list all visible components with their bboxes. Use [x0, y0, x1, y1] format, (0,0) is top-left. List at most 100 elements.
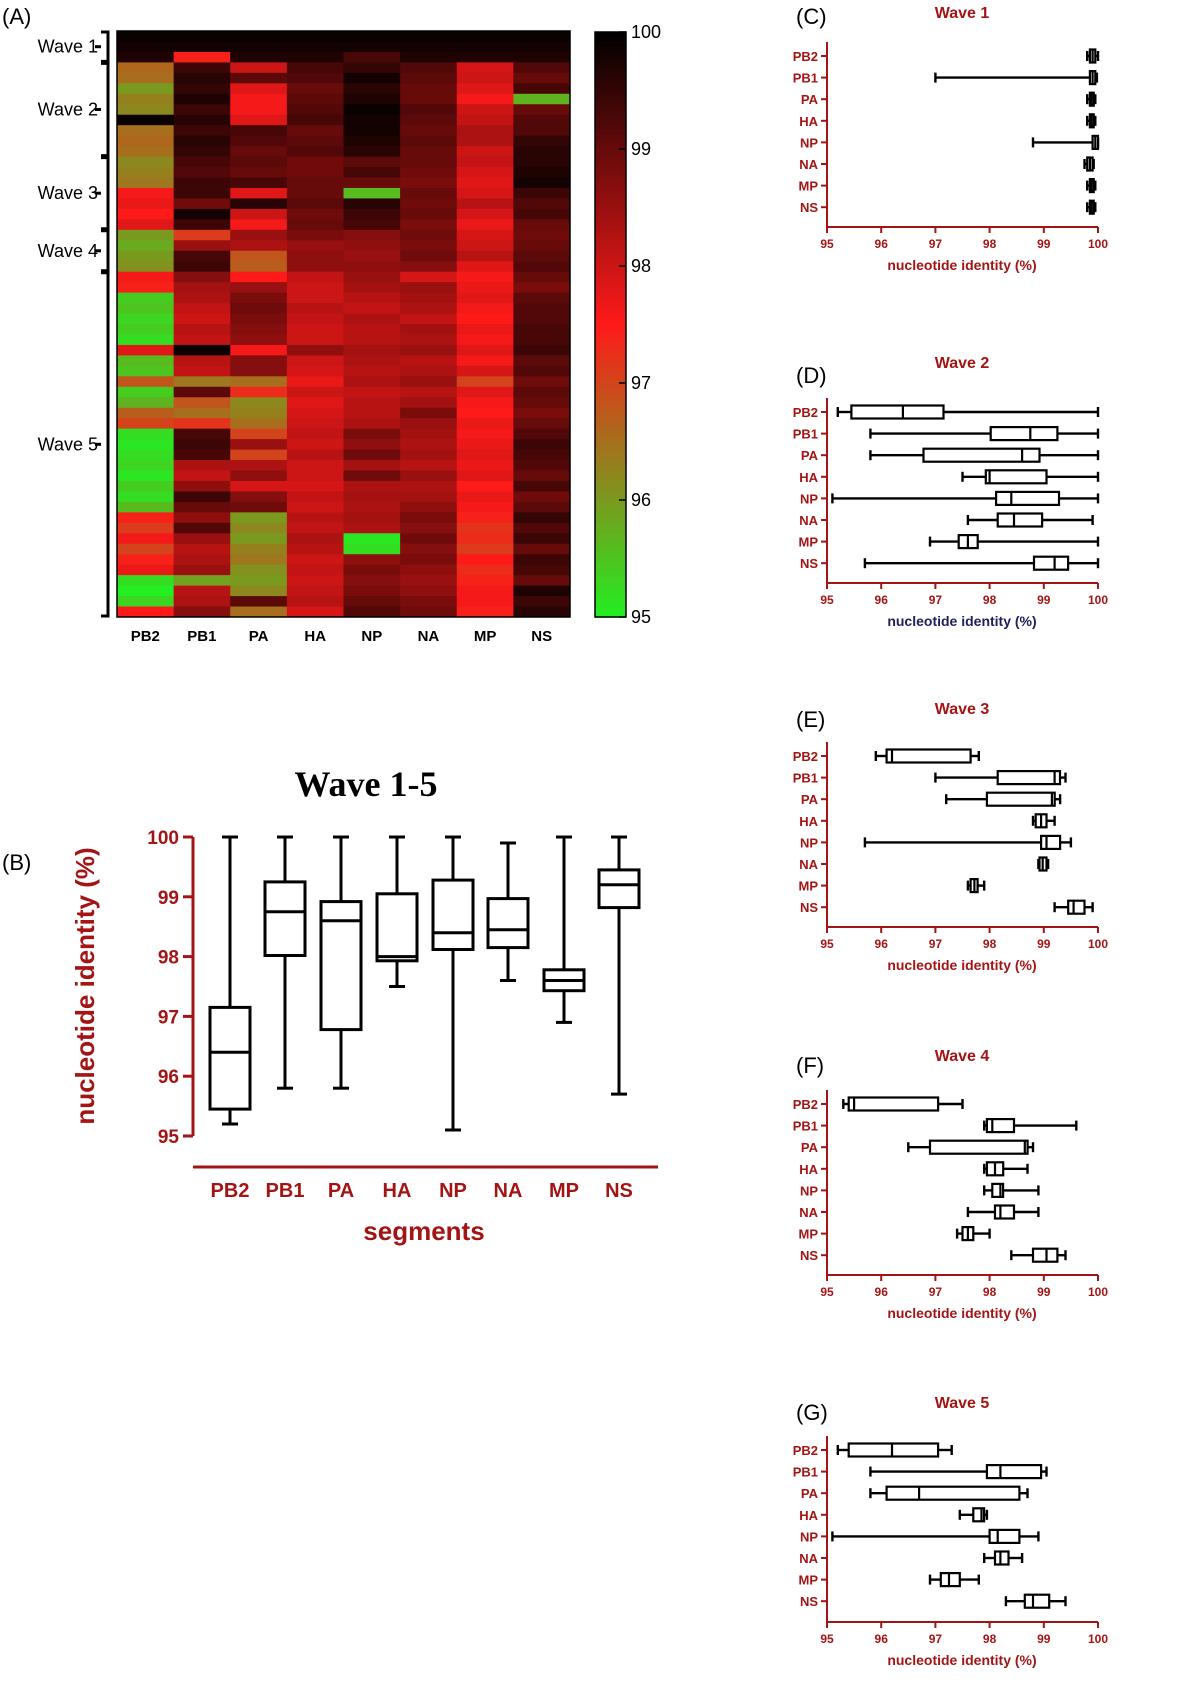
heatmap-cell — [286, 167, 345, 178]
heatmap-cell — [230, 575, 288, 587]
y-category-label: NA — [799, 1551, 818, 1566]
x-tick-label: 98 — [983, 593, 997, 607]
heatmap-cell — [513, 187, 571, 199]
heatmap-cell — [400, 543, 458, 555]
colorbar-band — [595, 417, 626, 423]
colorbar-band — [595, 261, 626, 267]
heatmap-column-label: PB1 — [187, 628, 216, 645]
colorbar-band — [595, 490, 626, 496]
heatmap-colorbar: 100 99 98 97 96 95 — [594, 22, 661, 627]
heatmap-cell — [400, 522, 458, 534]
colorbar-band — [595, 266, 626, 272]
heatmap-cell — [513, 606, 571, 618]
heatmap-cell — [117, 407, 175, 419]
heatmap-cell — [230, 449, 288, 461]
y-axis-label: nucleotide identity (%) — [70, 847, 100, 1124]
heatmap-cell — [400, 355, 458, 367]
y-category-label: NP — [800, 135, 818, 150]
heatmap-cell — [173, 376, 231, 388]
heatmap-cell — [513, 428, 571, 440]
heatmap-cell — [230, 470, 288, 482]
heatmap-cell — [513, 83, 571, 95]
x-axis-label: nucleotide identity (%) — [887, 257, 1036, 273]
box-body — [885, 1485, 1021, 1501]
heatmap-column-label: NA — [418, 628, 440, 645]
heatmap-frame — [116, 30, 571, 618]
y-category-label: PA — [801, 1486, 819, 1501]
colorbar-band — [595, 295, 626, 301]
colorbar-band — [595, 582, 626, 589]
heatmap-cell — [286, 240, 345, 252]
box-body — [939, 1571, 961, 1588]
colorbar-band — [595, 387, 626, 394]
x-axis-label: nucleotide identity (%) — [887, 957, 1036, 973]
heatmap-cell — [513, 334, 571, 346]
heatmap-cell — [230, 491, 288, 503]
colorbar-band — [595, 578, 626, 584]
heatmap-cell — [513, 198, 571, 210]
colorbar-band — [595, 100, 626, 106]
box-body — [208, 1005, 252, 1111]
heatmap-cell — [400, 480, 458, 492]
y-category-label: PB1 — [793, 71, 818, 86]
heatmap-cell — [117, 146, 175, 158]
heatmap-cell — [173, 491, 231, 503]
box-body — [972, 1507, 986, 1523]
heatmap-cell — [173, 418, 231, 430]
box-body — [985, 1117, 1016, 1134]
x-tick-label: 95 — [820, 937, 834, 951]
heatmap-cell — [513, 407, 571, 419]
heatmap-cell — [343, 606, 401, 618]
heatmap-cell — [230, 460, 288, 471]
heatmap-cell — [173, 407, 231, 419]
box-body — [984, 469, 1048, 485]
heatmap-cell — [173, 344, 231, 356]
colorbar-band — [595, 334, 626, 340]
heatmap-cell — [117, 439, 175, 451]
colorbar-band — [595, 134, 626, 140]
heatmap-cell — [173, 167, 231, 178]
heatmap-cell — [117, 198, 175, 210]
heatmap-cell — [400, 470, 458, 482]
colorbar-band — [595, 431, 626, 438]
heatmap-cell — [117, 575, 175, 587]
heatmap-cell — [513, 313, 571, 325]
heatmap-cell — [343, 355, 401, 367]
heatmap-cell — [173, 533, 231, 545]
heatmap-cell — [117, 418, 175, 430]
heatmap-cell — [343, 271, 401, 283]
heatmap-cell — [286, 31, 345, 42]
heatmap-cell — [513, 355, 571, 367]
heatmap-cell — [286, 376, 345, 388]
y-tick-label: 95 — [158, 1127, 180, 1148]
y-category-label: MP — [799, 1573, 819, 1588]
heatmap-cell — [117, 72, 175, 84]
colorbar-band — [595, 519, 626, 525]
heatmap-cell — [173, 208, 231, 220]
colorbar-band — [595, 197, 626, 204]
heatmap-cell — [173, 460, 231, 471]
heatmap-cell — [343, 292, 401, 304]
colorbar-band — [595, 51, 626, 57]
colorbar-band — [595, 119, 626, 126]
heatmap-cell — [117, 313, 175, 325]
heatmap-cell — [173, 439, 231, 451]
heatmap-cell — [230, 51, 288, 63]
colorbar-band — [595, 587, 626, 594]
heatmap-cell — [456, 407, 514, 419]
heatmap-cell — [343, 72, 401, 84]
x-tick-label: 97 — [929, 1632, 943, 1646]
box-body — [1031, 1247, 1059, 1263]
heatmap-cell — [343, 470, 401, 482]
box-body — [928, 1139, 1029, 1155]
heatmap-cell — [173, 51, 231, 63]
x-tick-label: 99 — [1037, 937, 1051, 951]
heatmap-cell — [230, 355, 288, 367]
heatmap-cell — [286, 125, 345, 137]
colorbar-band — [595, 217, 626, 223]
y-category-label: HA — [799, 470, 818, 485]
heatmap-cell — [343, 543, 401, 555]
colorbar-band — [595, 358, 626, 365]
heatmap-cell — [230, 83, 288, 95]
x-tick-label: 95 — [820, 237, 834, 251]
